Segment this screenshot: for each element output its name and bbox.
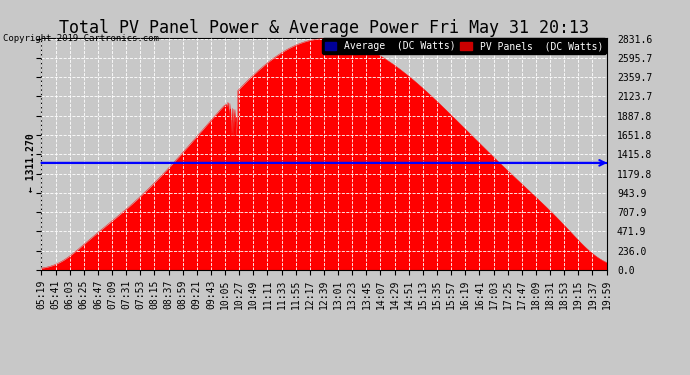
- Text: ← 1311.270: ← 1311.270: [26, 134, 36, 192]
- Title: Total PV Panel Power & Average Power Fri May 31 20:13: Total PV Panel Power & Average Power Fri…: [59, 20, 589, 38]
- Legend: Average  (DC Watts), PV Panels  (DC Watts): Average (DC Watts), PV Panels (DC Watts): [322, 39, 607, 54]
- Text: Copyright 2019 Cartronics.com: Copyright 2019 Cartronics.com: [3, 34, 159, 43]
